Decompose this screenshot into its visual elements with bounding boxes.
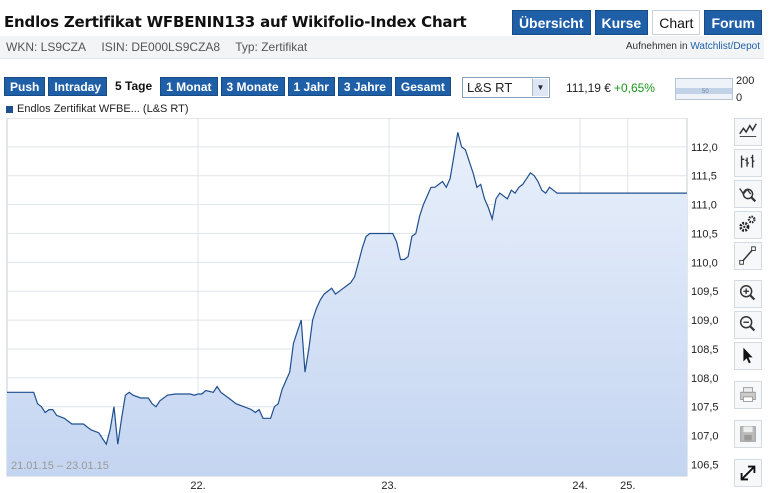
y-tick-label: 109,0 (691, 315, 719, 327)
fullscreen-expand-icon (740, 465, 756, 481)
x-tick-label: 25. (620, 480, 635, 492)
indicator-search-icon (739, 188, 757, 203)
y-tick-label: 111,5 (691, 171, 717, 183)
settings-gears-button[interactable] (734, 211, 762, 239)
chart-legend: Endlos Zertifikat WFBE... (L&S RT) (6, 103, 189, 115)
watchlist-prefix: Aufnehmen in (625, 41, 691, 52)
date-range-label: 21.01.15 – 23.01.15 (11, 460, 109, 472)
exchange-value: L&S RT (467, 80, 513, 95)
range-1-jahr-button[interactable]: 1 Jahr (287, 77, 335, 96)
range-3-jahre-button[interactable]: 3 Jahre (337, 77, 392, 96)
y-tick-label: 110,5 (691, 228, 718, 240)
y-tick-label: 111,0 (691, 200, 717, 212)
tab-uebersicht[interactable]: Übersicht (511, 10, 591, 35)
page-title: Endlos Zertifikat WFBENIN133 auf Wikifol… (4, 13, 467, 31)
wkn-label: WKN: LS9CZA (6, 40, 87, 54)
price-line (7, 132, 687, 446)
price-chart[interactable]: 106,5 107,0 107,5 108,0 108,5 109,0 109,5 110,0… (0, 118, 732, 493)
last-price: 111,19 € (566, 81, 611, 95)
watchlist-link[interactable]: Watchlist/Depot (690, 41, 760, 52)
y-tick-label: 108,0 (691, 373, 719, 385)
range-5-tage-button[interactable]: 5 Tage (110, 77, 158, 96)
volume-min-label: 0 (736, 92, 743, 104)
price-change: +0,65% (613, 81, 655, 95)
y-tick-label: 106,5 (691, 459, 719, 471)
range-intraday-button[interactable]: Intraday (48, 77, 108, 96)
x-axis-ticks: 22. 23. 24. 25. (190, 480, 635, 492)
fullscreen-expand-button[interactable] (734, 459, 762, 487)
range-push-button[interactable]: Push (4, 77, 46, 96)
pointer-cursor-button[interactable] (734, 342, 762, 370)
watchlist-add: Aufnehmen in Watchlist/Depot (626, 41, 760, 52)
range-1-monat-button[interactable]: 1 Monat (160, 77, 218, 96)
range-selector: Push Intraday 5 Tage 1 Monat 3 Monate 1 … (4, 77, 451, 96)
x-tick-label: 23. (381, 480, 396, 492)
line-chart-button[interactable] (734, 118, 762, 146)
y-tick-label: 109,5 (691, 286, 719, 298)
x-tick-label: 24. (572, 480, 587, 492)
zoom-in-icon (739, 285, 756, 301)
zoom-out-button[interactable] (734, 311, 762, 339)
tab-kurse[interactable]: Kurse (594, 10, 649, 35)
quote-display: 111,19 € +0,65% (566, 81, 655, 95)
line-chart-icon (739, 123, 757, 138)
save-icon (740, 426, 756, 442)
tab-chart[interactable]: Chart (652, 10, 701, 35)
volume-max-label: 200 (736, 75, 755, 87)
pointer-cursor-icon (743, 347, 753, 364)
price-area (7, 132, 687, 476)
security-meta: WKN: LS9CZA ISIN: DE000LS9CZA8 Typ: Zert… (6, 40, 319, 54)
zoom-in-button[interactable] (734, 280, 762, 308)
save-button (734, 420, 762, 448)
y-tick-label: 108,5 (691, 344, 719, 356)
ohlc-chart-button[interactable] (734, 149, 762, 177)
y-tick-label: 110,0 (691, 257, 718, 269)
x-tick-label: 22. (190, 480, 205, 492)
volume-slider-label: 50 (702, 89, 709, 95)
chevron-down-icon[interactable]: ▼ (532, 79, 548, 96)
volume-slider[interactable]: 50 (675, 78, 733, 100)
y-tick-label: 107,5 (691, 402, 719, 414)
print-button (734, 381, 762, 409)
draw-line-button[interactable] (734, 242, 762, 270)
y-axis-ticks: 106,5 107,0 107,5 108,0 108,5 109,0 109,5 110,0… (691, 142, 719, 472)
main-tabs: Übersicht Kurse Chart Forum (511, 10, 762, 35)
type-label: Typ: Zertifikat (235, 40, 308, 54)
exchange-select[interactable]: L&S RT ▼ (462, 77, 550, 98)
indicator-search-button[interactable] (734, 180, 762, 208)
isin-label: ISIN: DE000LS9CZA8 (101, 40, 221, 54)
meta-bar (0, 36, 764, 59)
range-gesamt-button[interactable]: Gesamt (394, 77, 451, 96)
y-tick-label: 112,0 (691, 142, 718, 154)
y-tick-label: 107,0 (691, 431, 719, 443)
tab-forum[interactable]: Forum (704, 10, 762, 35)
legend-label: Endlos Zertifikat WFBE... (L&S RT) (17, 103, 189, 115)
range-3-monate-button[interactable]: 3 Monate (220, 77, 285, 96)
ohlc-chart-icon (740, 154, 755, 168)
volume-slider-band (676, 88, 732, 94)
legend-swatch (6, 105, 13, 113)
settings-gears-icon (739, 215, 756, 232)
draw-line-icon (739, 246, 756, 265)
zoom-out-icon (739, 316, 756, 332)
print-icon (740, 387, 756, 402)
